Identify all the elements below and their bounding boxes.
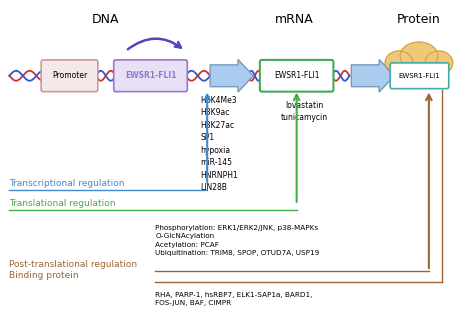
- Polygon shape: [210, 59, 253, 92]
- FancyBboxPatch shape: [390, 63, 449, 89]
- Text: Transcriptional regulation: Transcriptional regulation: [9, 179, 125, 188]
- Text: Promoter: Promoter: [52, 71, 87, 80]
- Text: DNA: DNA: [92, 13, 119, 26]
- Text: EWSR1-FLI1: EWSR1-FLI1: [274, 71, 319, 80]
- Ellipse shape: [425, 51, 453, 75]
- Polygon shape: [351, 59, 394, 92]
- Text: EWSR1-FLI1: EWSR1-FLI1: [125, 71, 176, 80]
- FancyBboxPatch shape: [41, 60, 98, 92]
- FancyBboxPatch shape: [260, 60, 333, 92]
- Text: lovastatin
tunicamycin: lovastatin tunicamycin: [281, 101, 328, 122]
- Text: Phosphorylation: ERK1/ERK2/JNK, p38-MAPKs
O-GlcNAcylation
Acetylation: PCAF
Ubiq: Phosphorylation: ERK1/ERK2/JNK, p38-MAPK…: [155, 224, 320, 256]
- Text: H3K4Me3
H3K9ac
H3K27ac
SP1
hypoxia
miR-145
HNRNPH1
LIN28B: H3K4Me3 H3K9ac H3K27ac SP1 hypoxia miR-1…: [200, 96, 238, 192]
- Text: Protein: Protein: [397, 13, 441, 26]
- Text: Binding protein: Binding protein: [9, 271, 79, 280]
- Text: Translational regulation: Translational regulation: [9, 199, 116, 208]
- Ellipse shape: [385, 51, 413, 75]
- Ellipse shape: [418, 63, 444, 83]
- FancyBboxPatch shape: [114, 60, 187, 92]
- Text: EWSR1-FLI1: EWSR1-FLI1: [399, 73, 440, 79]
- Ellipse shape: [402, 70, 436, 88]
- Ellipse shape: [394, 63, 420, 83]
- Ellipse shape: [400, 42, 438, 70]
- Text: Post-translational regulation: Post-translational regulation: [9, 260, 137, 269]
- Text: RHA, PARP-1, hsRBP7, ELK1-SAP1a, BARD1,
FOS-JUN, BAF, CIMPR: RHA, PARP-1, hsRBP7, ELK1-SAP1a, BARD1, …: [155, 292, 313, 307]
- Text: mRNA: mRNA: [275, 13, 314, 26]
